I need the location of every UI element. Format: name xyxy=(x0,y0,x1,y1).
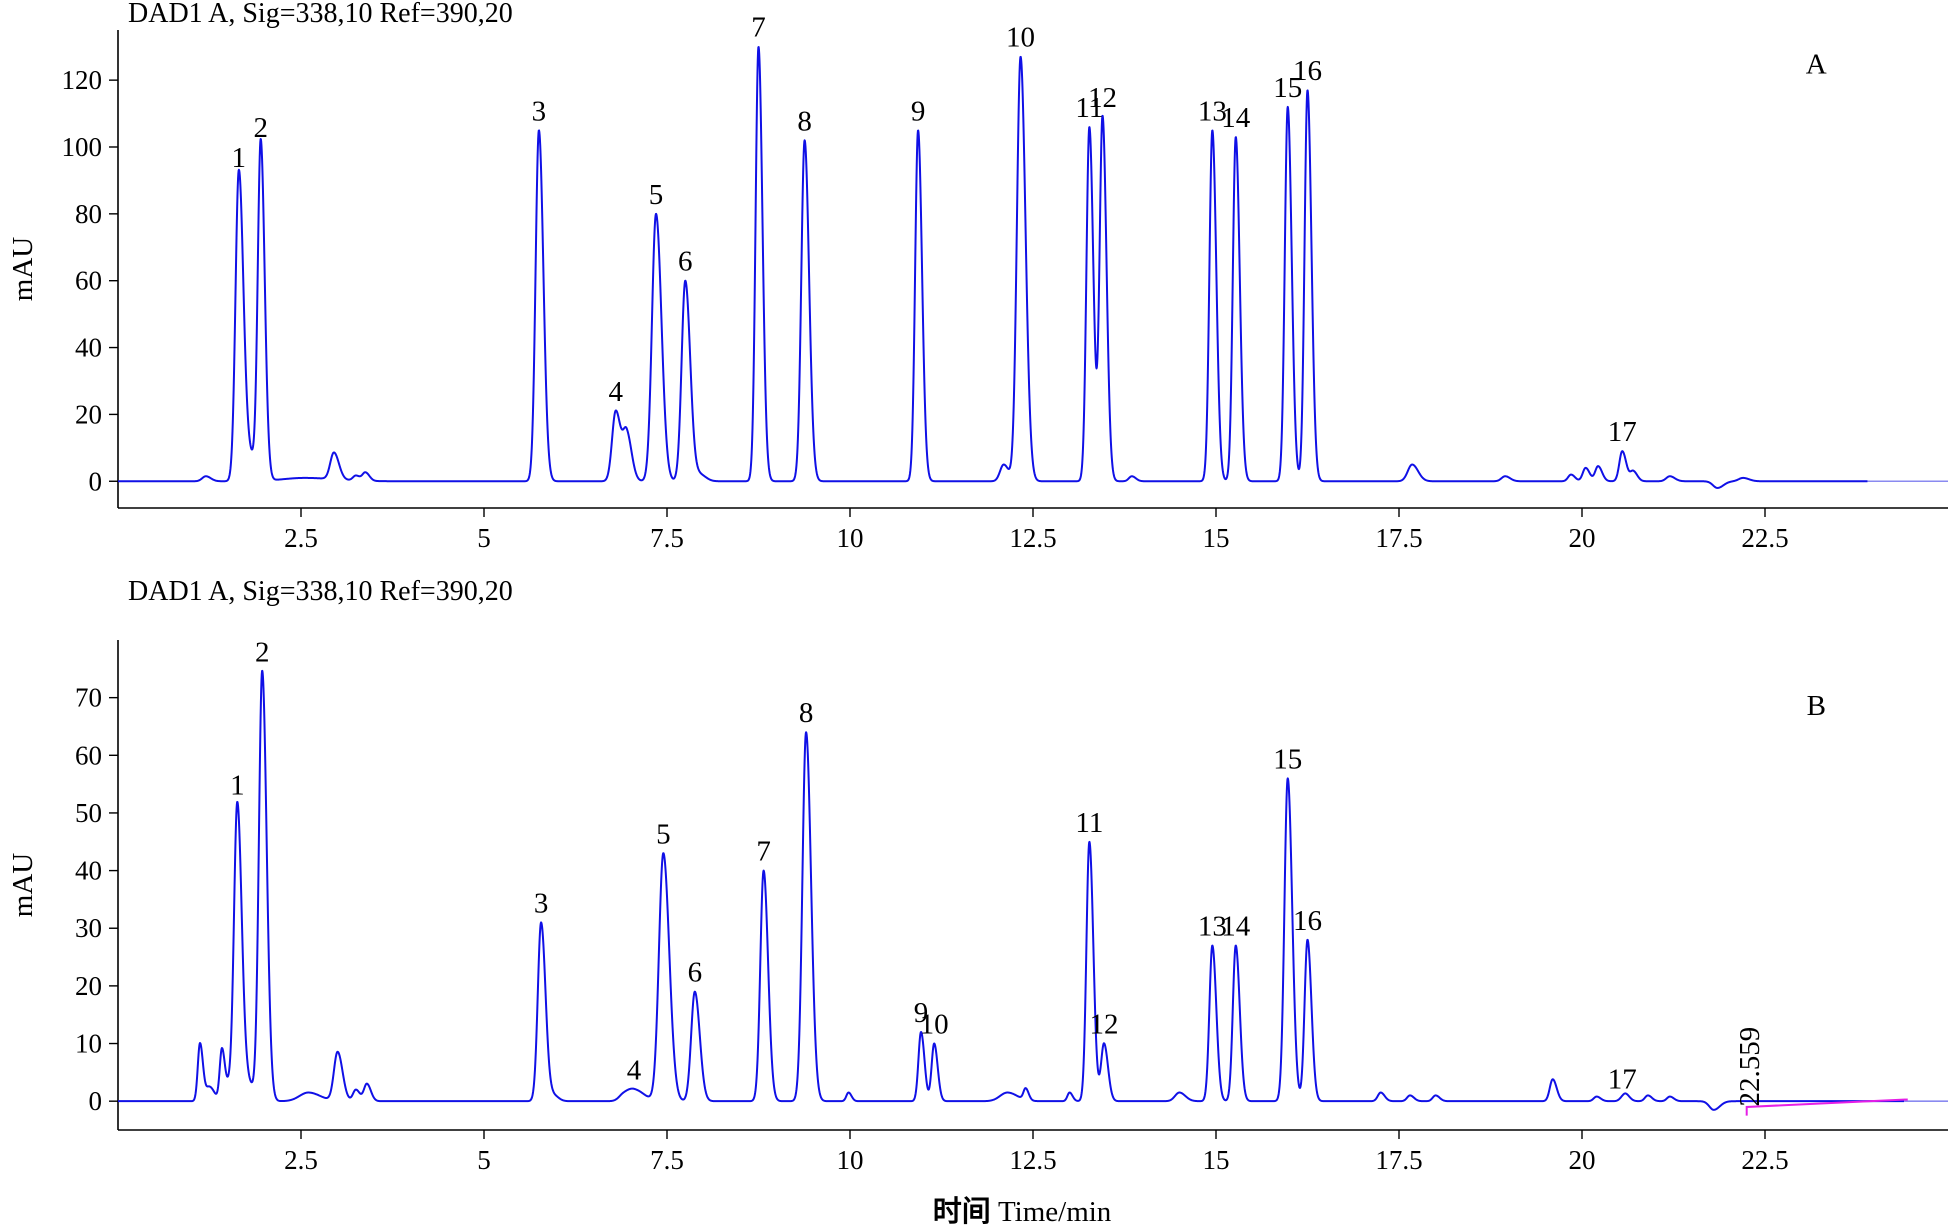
chromatogram-panel-a: DAD1 A, Sig=338,10 Ref=390,20 mAU 0 20 40 60 8… xyxy=(7,0,1948,553)
panel-b-peak-label-11: 11 xyxy=(1075,807,1103,839)
panel-b-y-tick-label: 0 xyxy=(89,1086,103,1116)
panel-a-peak-label-12: 12 xyxy=(1088,82,1117,114)
panel-a-peak-label-15: 15 xyxy=(1273,72,1302,104)
panel-b-y-tick-label: 60 xyxy=(75,740,102,770)
panel-b-peak-label-10: 10 xyxy=(920,1009,949,1041)
panel-b-peak-label-2: 2 xyxy=(255,637,270,669)
panel-a-peak-label-3: 3 xyxy=(532,95,547,127)
panel-b-y-tick-label: 40 xyxy=(75,856,102,886)
panel-b-integration-marker xyxy=(1745,1098,1908,1116)
x-axis-label-en: Time/min xyxy=(991,1196,1112,1226)
panel-b-title: DAD1 A, Sig=338,10 Ref=390,20 xyxy=(128,576,513,607)
panel-a-annotation-0: A xyxy=(1806,48,1827,80)
panel-a-peak-label-17: 17 xyxy=(1608,416,1637,448)
panel-b-peak-label-4: 4 xyxy=(627,1055,642,1087)
panel-b-peak-label-7: 7 xyxy=(756,836,771,868)
panel-a-title: DAD1 A, Sig=338,10 Ref=390,20 xyxy=(128,0,513,29)
panel-b-peak-label-16: 16 xyxy=(1293,905,1322,937)
panel-a-peak-label-6: 6 xyxy=(678,246,693,278)
panel-a-peak-label-13: 13 xyxy=(1198,95,1227,127)
panel-a-y-tick-label: 0 xyxy=(89,466,103,496)
panel-b-peak-label-15: 15 xyxy=(1273,743,1302,775)
chromatogram-panel-b: DAD1 A, Sig=338,10 Ref=390,20 mAU 0 10 20 30 4… xyxy=(7,576,1948,1175)
panel-b-x-tick-label: 7.5 xyxy=(650,1145,684,1175)
panel-a-x-tick-label: 20 xyxy=(1569,523,1596,553)
panel-b-x-tick-label: 15 xyxy=(1203,1145,1230,1175)
panel-b-peak-label-1: 1 xyxy=(230,769,245,801)
panel-b-x-tick-label: 20 xyxy=(1569,1145,1596,1175)
panel-a-y-tick-label: 40 xyxy=(75,333,102,363)
panel-a-y-tick-label: 20 xyxy=(75,399,102,429)
panel-b-x-tick-label: 22.5 xyxy=(1741,1145,1788,1175)
panel-b-x-tick-label: 12.5 xyxy=(1009,1145,1056,1175)
panel-b-peak-label-13: 13 xyxy=(1198,911,1227,943)
panel-b-peak-label-5: 5 xyxy=(656,818,671,850)
panel-a-peak-label-7: 7 xyxy=(751,12,766,44)
panel-a-y-tick-label: 60 xyxy=(75,266,102,296)
panel-a-x-tick-label: 7.5 xyxy=(650,523,684,553)
panel-a-x-tick-label: 5 xyxy=(477,523,491,553)
panel-b-peak-label-14: 14 xyxy=(1221,911,1251,943)
panel-b-peak-label-9: 9 xyxy=(914,997,929,1029)
x-axis-label-cn: 时间 xyxy=(933,1194,991,1226)
panel-a-peak-label-10: 10 xyxy=(1006,22,1035,54)
panel-b-y-tick-label: 70 xyxy=(75,683,102,713)
panel-b-peak-label-8: 8 xyxy=(799,697,814,729)
panel-a-x-tick-label: 22.5 xyxy=(1741,523,1788,553)
panel-a-peak-label-2: 2 xyxy=(253,112,268,144)
panel-a-x-tick-label: 15 xyxy=(1203,523,1230,553)
panel-b-x-tick-label: 2.5 xyxy=(284,1145,318,1175)
panel-a-y-tick-label: 80 xyxy=(75,199,102,229)
panel-b-peak-label-6: 6 xyxy=(688,957,703,989)
panel-b-peak-label-3: 3 xyxy=(534,887,549,919)
panel-a-peak-label-5: 5 xyxy=(649,179,664,211)
panel-a-x-tick-label: 12.5 xyxy=(1009,523,1056,553)
panel-b-y-tick-label: 20 xyxy=(75,971,102,1001)
panel-a-peak-label-14: 14 xyxy=(1221,102,1251,134)
panel-b-y-tick-label: 30 xyxy=(75,913,102,943)
panel-b-annotation-1: 22.559 xyxy=(1734,1027,1766,1107)
panel-a-y-tick-label: 100 xyxy=(62,132,103,162)
panel-a-peak-label-4: 4 xyxy=(609,376,624,408)
panel-b-y-tick-label: 50 xyxy=(75,798,102,828)
panel-a-x-tick-label: 10 xyxy=(837,523,864,553)
panel-a-trace xyxy=(117,46,1869,489)
panel-b-x-tick-label: 5 xyxy=(477,1145,491,1175)
panel-a-peak-label-11: 11 xyxy=(1075,92,1103,124)
panel-a-peak-label-8: 8 xyxy=(797,105,812,137)
panel-b-trace xyxy=(117,669,1905,1111)
panel-b-x-tick-label: 10 xyxy=(837,1145,864,1175)
panel-a-x-tick-label: 17.5 xyxy=(1375,523,1422,553)
panel-b-peak-label-17: 17 xyxy=(1608,1063,1637,1095)
panel-b-peak-label-12: 12 xyxy=(1090,1009,1119,1041)
panel-a-peak-label-1: 1 xyxy=(232,142,247,174)
panel-a-x-tick-label: 2.5 xyxy=(284,523,318,553)
panel-a-peak-label-9: 9 xyxy=(911,95,926,127)
x-axis-label: 时间 Time/min xyxy=(933,1194,1112,1226)
panel-b-y-tick-label: 10 xyxy=(75,1029,102,1059)
panel-b-x-tick-label: 17.5 xyxy=(1375,1145,1422,1175)
panel-b-y-axis-label: mAU xyxy=(7,853,39,918)
panel-a-y-tick-label: 120 xyxy=(62,65,103,95)
panel-b-annotation-0: B xyxy=(1807,690,1826,722)
panel-a-y-axis-label: mAU xyxy=(7,237,39,302)
panel-a-peak-label-16: 16 xyxy=(1293,55,1322,87)
